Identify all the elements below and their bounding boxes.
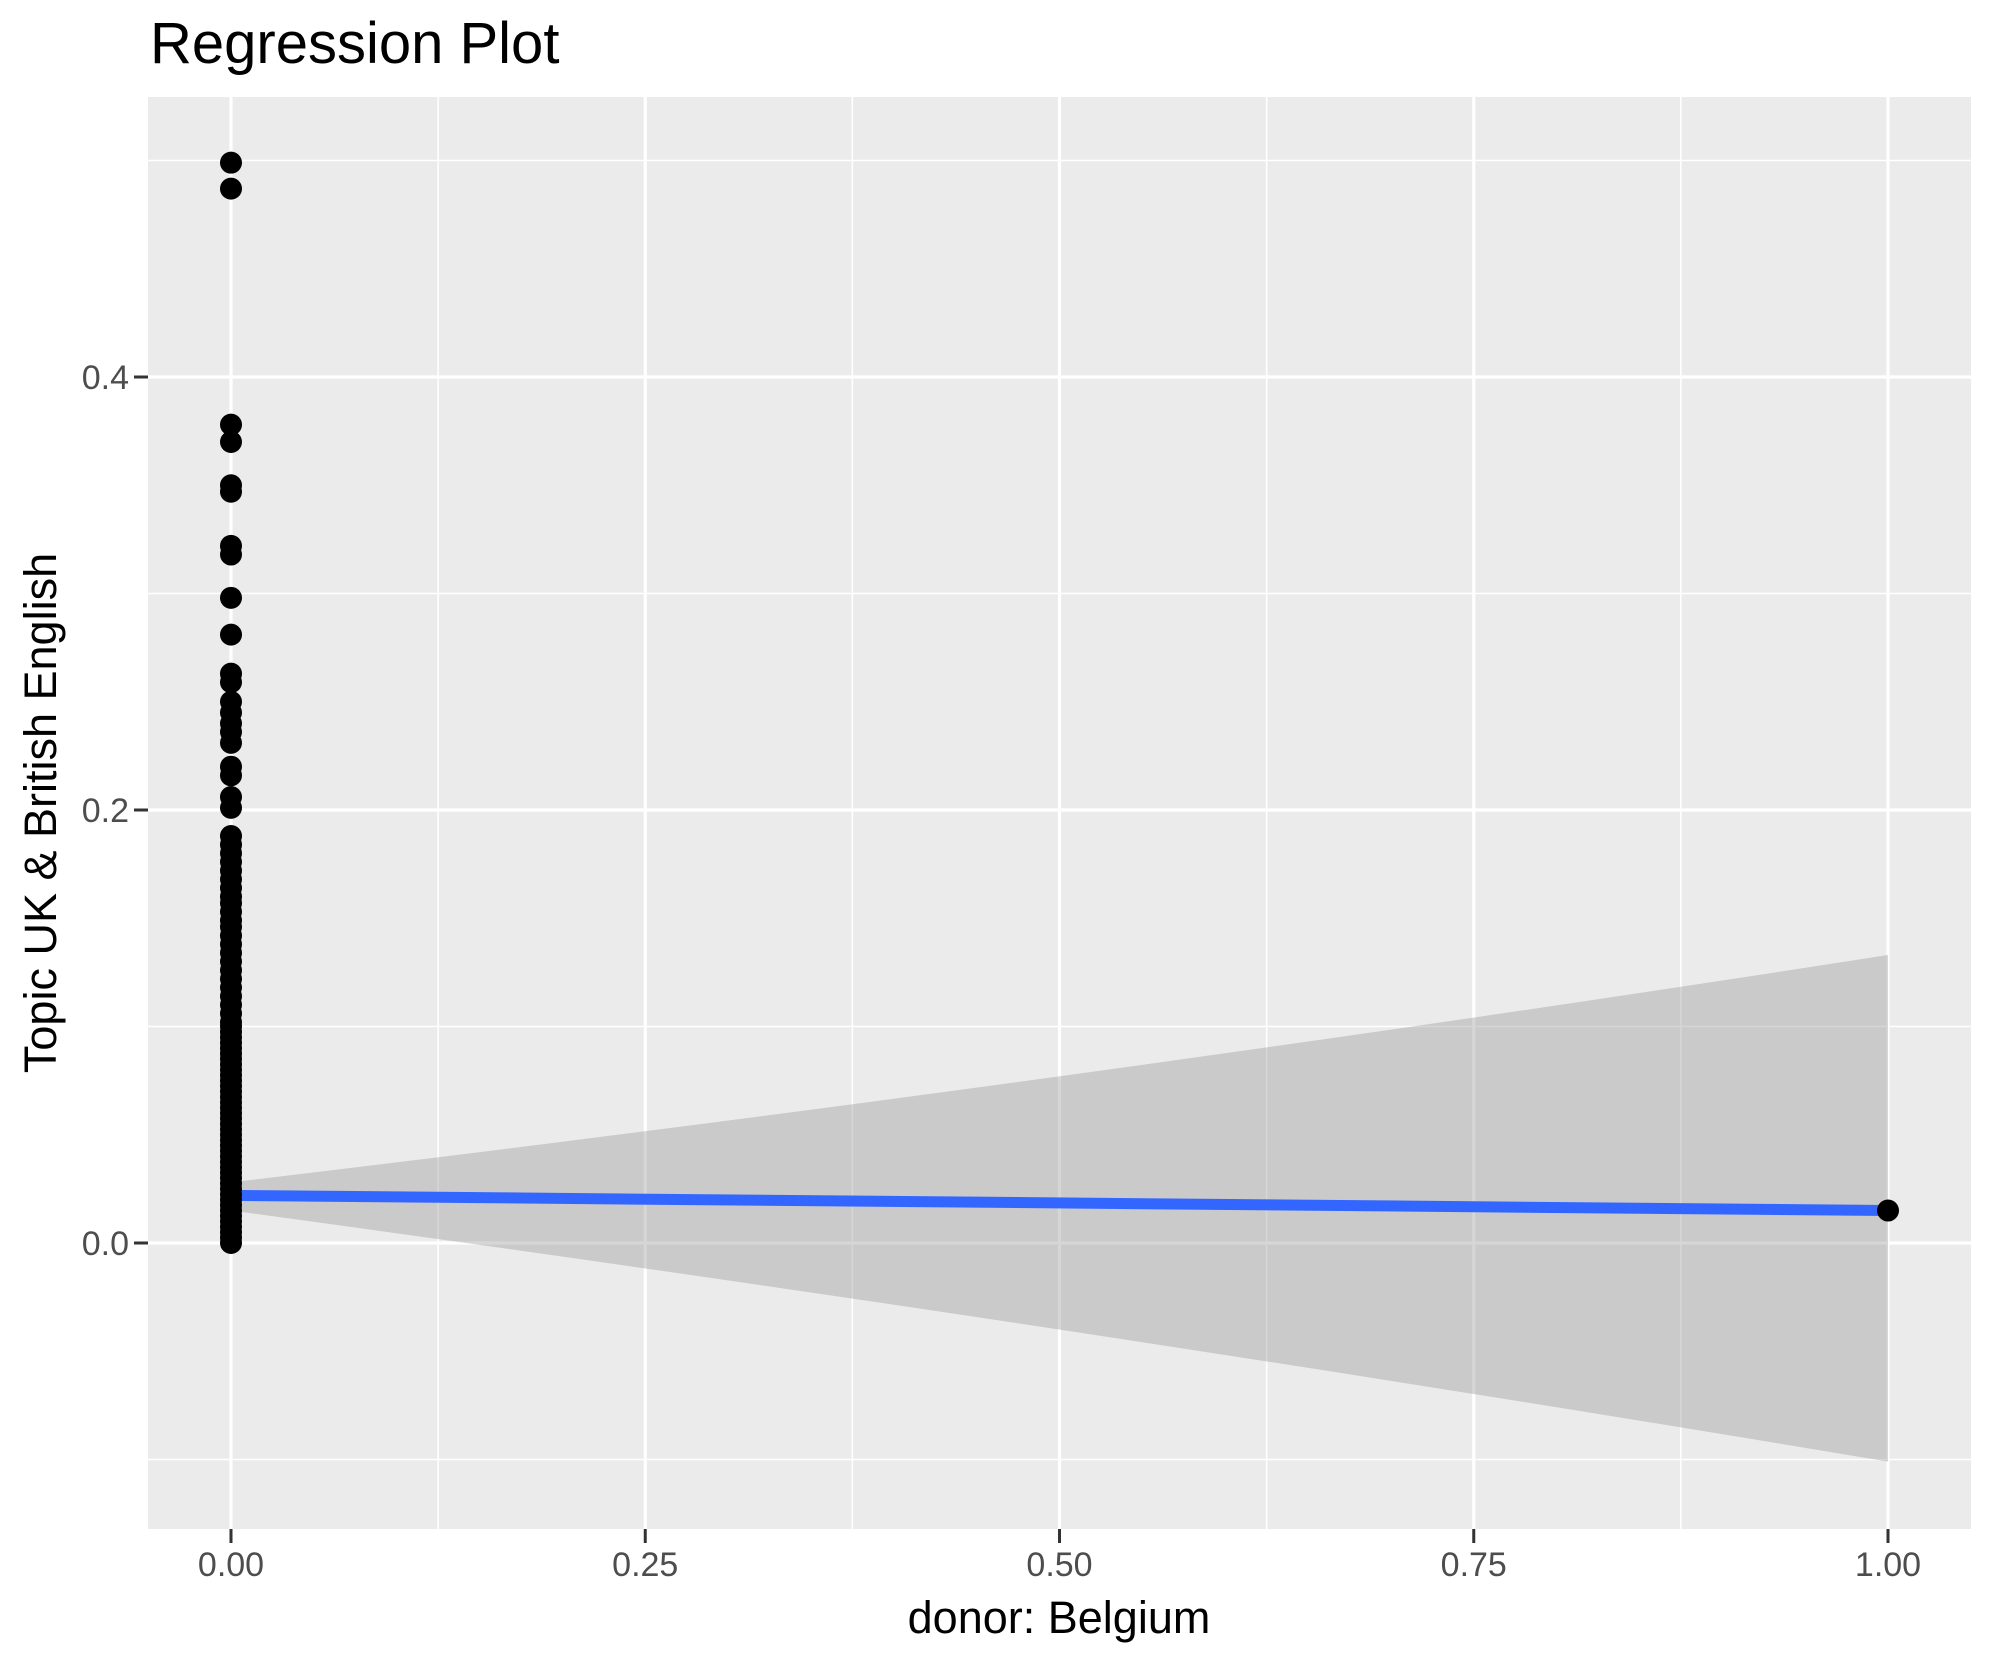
data-point bbox=[220, 764, 242, 787]
scatter-points bbox=[220, 151, 1899, 1254]
data-point bbox=[220, 731, 242, 754]
data-point bbox=[220, 151, 242, 174]
data-point bbox=[220, 586, 242, 609]
regression-line-layer bbox=[230, 1189, 1889, 1217]
y-tick-label: 0.4 bbox=[82, 359, 129, 397]
data-point bbox=[220, 796, 242, 819]
data-point bbox=[220, 671, 242, 694]
x-tick-label: 0.75 bbox=[1441, 1546, 1507, 1584]
x-tick-label: 0.00 bbox=[198, 1546, 264, 1584]
data-point bbox=[220, 543, 242, 566]
data-point bbox=[220, 177, 242, 200]
major-gridlines bbox=[148, 97, 1971, 1529]
axis-ticks bbox=[134, 375, 1890, 1543]
y-tick-label: 0.0 bbox=[82, 1225, 129, 1263]
y-tick-label: 0.2 bbox=[82, 792, 129, 830]
axis-tick-labels: 0.00 0.25 0.50 0.75 1.00 0.0 0.2 0.4 bbox=[82, 359, 1921, 1584]
x-tick-label: 0.50 bbox=[1026, 1546, 1092, 1584]
regression-line bbox=[230, 1189, 1889, 1217]
data-point bbox=[220, 623, 242, 646]
data-point bbox=[220, 1232, 242, 1254]
data-point-outlier bbox=[1877, 1199, 1899, 1222]
y-axis-title: Topic UK & British English bbox=[15, 553, 66, 1073]
data-point bbox=[220, 413, 242, 436]
x-tick-label: 0.25 bbox=[612, 1546, 678, 1584]
data-point bbox=[220, 430, 242, 453]
plot-title: Regression Plot bbox=[150, 11, 559, 76]
x-axis-title: donor: Belgium bbox=[908, 1592, 1211, 1643]
data-point bbox=[220, 480, 242, 503]
x-tick-label: 1.00 bbox=[1855, 1546, 1921, 1584]
